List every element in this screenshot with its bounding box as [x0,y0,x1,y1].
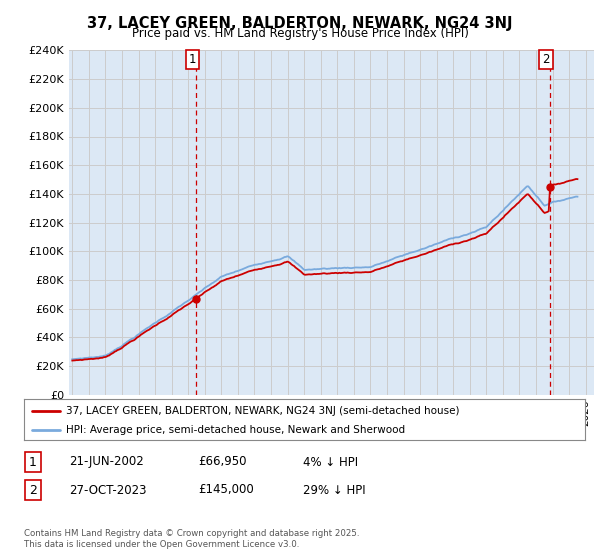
Text: 4% ↓ HPI: 4% ↓ HPI [303,455,358,469]
Text: 1: 1 [29,455,37,469]
Text: 2: 2 [29,483,37,497]
Text: 21-JUN-2002: 21-JUN-2002 [69,455,144,469]
Text: 27-OCT-2023: 27-OCT-2023 [69,483,146,497]
Text: 2: 2 [542,53,550,66]
Text: Contains HM Land Registry data © Crown copyright and database right 2025.
This d: Contains HM Land Registry data © Crown c… [24,529,359,549]
Text: 37, LACEY GREEN, BALDERTON, NEWARK, NG24 3NJ: 37, LACEY GREEN, BALDERTON, NEWARK, NG24… [87,16,513,31]
Text: 37, LACEY GREEN, BALDERTON, NEWARK, NG24 3NJ (semi-detached house): 37, LACEY GREEN, BALDERTON, NEWARK, NG24… [66,405,460,416]
Text: 1: 1 [188,53,196,66]
Text: £145,000: £145,000 [198,483,254,497]
Text: £66,950: £66,950 [198,455,247,469]
Text: HPI: Average price, semi-detached house, Newark and Sherwood: HPI: Average price, semi-detached house,… [66,424,405,435]
Text: 29% ↓ HPI: 29% ↓ HPI [303,483,365,497]
Text: Price paid vs. HM Land Registry's House Price Index (HPI): Price paid vs. HM Land Registry's House … [131,27,469,40]
